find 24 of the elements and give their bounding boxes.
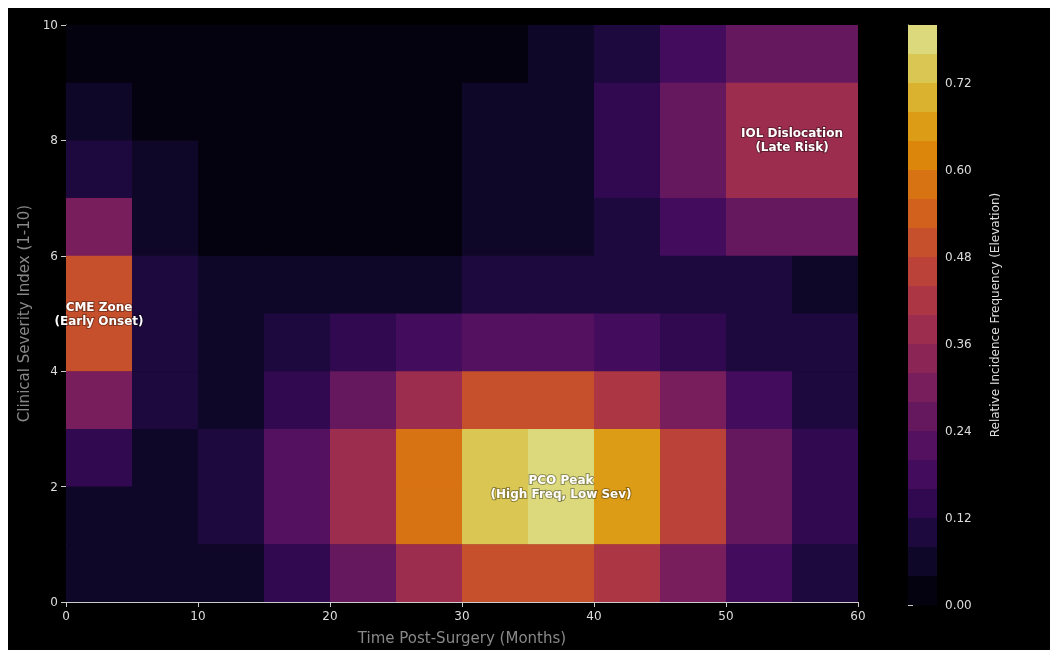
y-tick-label: 2	[50, 479, 58, 494]
color-bar-title: Relative Incidence Frequency (Elevation)	[988, 192, 1002, 438]
annotation: IOL Dislocation (Late Risk)	[741, 126, 843, 155]
color-bar-label: 0.72	[945, 76, 972, 90]
color-bar-label: 0.00	[945, 598, 972, 612]
y-axis-title: Clinical Severity Index (1-10)	[15, 204, 34, 423]
color-bar-label: 0.48	[945, 250, 972, 264]
x-tick-label: 20	[322, 609, 338, 623]
color-bar-label: 0.36	[945, 337, 972, 351]
x-axis-title: Time Post-Surgery (Months)	[356, 628, 567, 647]
x-tick-label: 40	[586, 609, 602, 623]
y-tick-label: 8	[50, 133, 58, 148]
y-tick-label: 4	[50, 364, 58, 379]
color-bar-label: 0.24	[945, 424, 972, 438]
x-tick-label: 60	[850, 609, 866, 623]
x-tick-label: 50	[718, 609, 734, 623]
color-bar-label: 0.12	[945, 511, 972, 525]
color-bar-label: 0.60	[945, 163, 972, 177]
y-tick-label: 6	[50, 248, 58, 263]
x-tick-label: 0	[62, 609, 70, 623]
y-tick-label: 0	[50, 595, 58, 609]
y-tick-label: 10	[42, 18, 58, 32]
x-tick-label: 30	[454, 609, 470, 623]
x-tick-label: 10	[190, 609, 206, 623]
